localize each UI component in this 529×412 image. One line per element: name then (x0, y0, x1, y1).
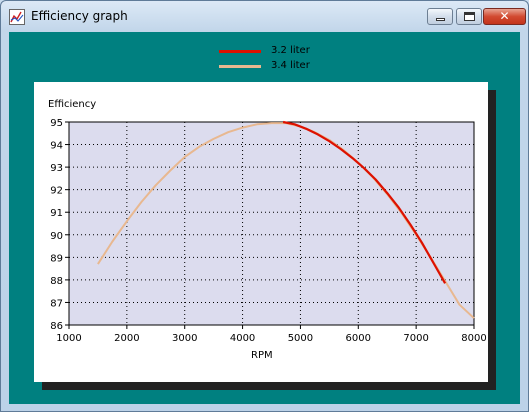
legend-swatch (219, 65, 261, 68)
y-tick-label: 95 (50, 118, 63, 129)
x-tick-label: 3000 (172, 333, 197, 344)
minimize-button[interactable] (427, 8, 453, 25)
legend-label: 3.2 liter (271, 45, 310, 56)
x-tick-label: 5000 (288, 333, 313, 344)
y-axis-title: Efficiency (48, 99, 97, 110)
maximize-icon (464, 12, 475, 21)
x-tick-label: 1000 (56, 333, 81, 344)
x-axis-title: RPM (251, 350, 273, 361)
title-bar[interactable]: Efficiency graph ✕ (1, 1, 528, 31)
y-tick-label: 86 (50, 321, 63, 332)
x-tick-label: 6000 (346, 333, 371, 344)
x-tick-label: 4000 (230, 333, 255, 344)
close-icon: ✕ (499, 9, 510, 23)
y-tick-label: 90 (50, 231, 63, 242)
x-tick-label: 8000 (461, 333, 486, 344)
y-tick-label: 94 (50, 141, 63, 152)
y-tick-label: 89 (50, 253, 63, 264)
plot-area (69, 122, 474, 325)
x-tick-label: 7000 (403, 333, 428, 344)
window-title: Efficiency graph (31, 9, 128, 23)
y-tick-label: 88 (50, 276, 63, 287)
chart-panel: Efficiency RPM 1000 2000 3000 4000 5000 6000 7… (34, 82, 488, 382)
legend-label: 3.4 liter (271, 60, 310, 71)
chart-app-icon (9, 9, 25, 25)
legend-item-3-2-liter: 3.2 liter (219, 45, 339, 57)
y-tick-label: 91 (50, 208, 63, 219)
window-client-area: 3.2 liter 3.4 liter Efficiency RPM 1000 2… (9, 32, 520, 404)
legend-item-3-4-liter: 3.4 liter (219, 60, 339, 72)
y-tick-label: 92 (50, 186, 63, 197)
minimize-icon (436, 18, 445, 21)
x-tick-label: 2000 (114, 333, 139, 344)
legend-swatch (219, 50, 261, 53)
efficiency-chart: 1000 2000 3000 4000 5000 6000 7000 8000 86 87 88 89… (50, 118, 486, 344)
close-button[interactable]: ✕ (483, 8, 526, 25)
y-tick-label: 93 (50, 163, 63, 174)
maximize-button[interactable] (456, 8, 482, 25)
y-tick-label: 87 (50, 298, 63, 309)
series-line-3-2-liter (282, 120, 447, 284)
chart-legend: 3.2 liter 3.4 liter (219, 42, 339, 72)
plot-frame (68, 121, 475, 326)
